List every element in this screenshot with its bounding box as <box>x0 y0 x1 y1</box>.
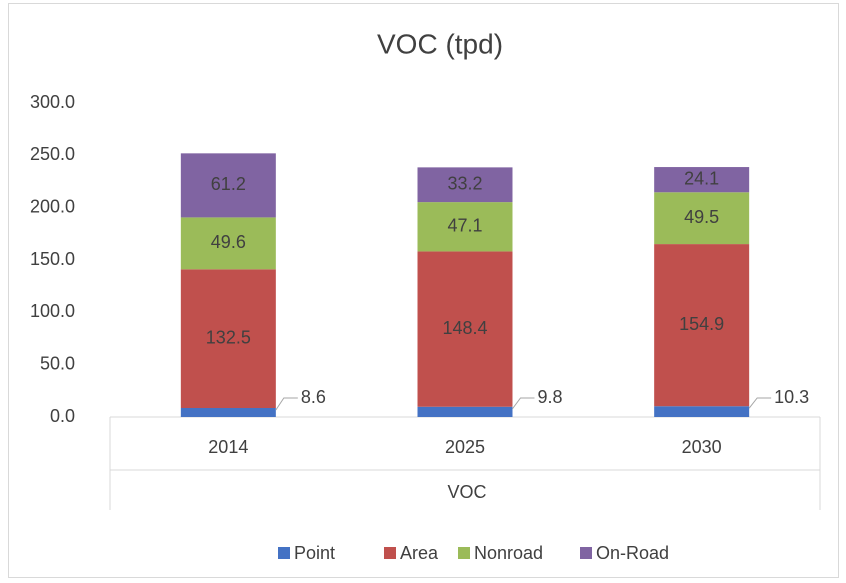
y-tick-label: 150.0 <box>30 249 75 269</box>
x-tick-label: 2025 <box>445 437 485 457</box>
bar-segment <box>180 407 276 417</box>
data-label: 61.2 <box>211 174 246 194</box>
leader-line <box>275 397 298 411</box>
data-label: 148.4 <box>442 318 487 338</box>
legend-swatch <box>458 547 470 559</box>
data-label: 49.5 <box>684 207 719 227</box>
bar-segment <box>654 406 750 417</box>
bar-segment <box>417 406 513 417</box>
y-tick-label: 0.0 <box>50 406 75 426</box>
y-tick-label: 100.0 <box>30 301 75 321</box>
y-tick-label: 300.0 <box>30 92 75 112</box>
bar-segment <box>180 217 276 270</box>
data-label: 154.9 <box>679 314 724 334</box>
bar-segment <box>654 192 750 245</box>
leader-line <box>748 397 772 409</box>
bar-segment <box>180 269 276 408</box>
y-tick-label: 250.0 <box>30 144 75 164</box>
legend-swatch <box>278 547 290 559</box>
chart-title: VOC (tpd) <box>377 28 503 59</box>
legend-label: Area <box>400 543 439 563</box>
legend-swatch <box>384 547 396 559</box>
x-axis-label: VOC <box>447 482 486 502</box>
bar-segment <box>417 167 513 203</box>
data-label: 24.1 <box>684 168 719 188</box>
y-tick-label: 200.0 <box>30 196 75 216</box>
legend-label: On-Road <box>596 543 669 563</box>
data-label: 33.2 <box>447 173 482 193</box>
legend-label: Point <box>294 543 335 563</box>
data-label: 8.6 <box>301 387 326 407</box>
bar-segment <box>417 251 513 407</box>
bar-segment <box>654 244 750 407</box>
x-tick-label: 2030 <box>682 437 722 457</box>
data-label: 49.6 <box>211 232 246 252</box>
bar-segment <box>654 167 750 193</box>
bar-segment <box>417 202 513 252</box>
legend-label: Nonroad <box>474 543 543 563</box>
y-tick-label: 50.0 <box>40 353 75 373</box>
bar-segment <box>180 153 276 218</box>
x-tick-label: 2014 <box>208 437 248 457</box>
data-label: 47.1 <box>447 216 482 236</box>
leader-line <box>512 397 535 410</box>
data-label: 9.8 <box>538 387 563 407</box>
legend-swatch <box>580 547 592 559</box>
data-label: 10.3 <box>774 387 809 407</box>
data-label: 132.5 <box>206 327 251 347</box>
